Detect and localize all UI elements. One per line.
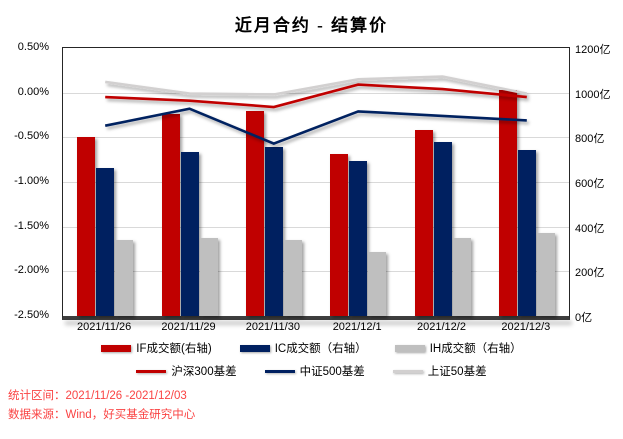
- bar-ic-2021/12/2: [433, 141, 452, 316]
- left-axis-tick: -2.00%: [14, 264, 49, 277]
- footer-data-source: 数据来源：Wind，好买基金研究中心: [8, 409, 196, 421]
- right-axis-tick: 600亿: [575, 178, 605, 190]
- footer-stat-range: 统计区间：2021/11/26 -2021/12/03: [8, 390, 187, 402]
- legend-label: IC成交额（右轴）: [274, 343, 367, 355]
- left-axis-tick: -0.50%: [14, 130, 49, 143]
- legend-label: 中证500基差: [299, 366, 365, 378]
- legend-swatch: [239, 344, 270, 352]
- x-axis-tick: 2021/11/26: [77, 321, 132, 333]
- bar-ic-2021/11/26: [96, 167, 115, 316]
- legend-row-lines: 沪深300基差 中证500基差 上证50基差: [0, 363, 623, 379]
- gridline: [63, 182, 569, 183]
- bar-ih-2021/11/29: [199, 237, 218, 316]
- left-axis-tick: -1.50%: [14, 219, 49, 232]
- legend-item: 沪深300基差: [136, 363, 237, 379]
- bar-if-2021/12/2: [414, 129, 433, 316]
- legend-swatch: [392, 369, 423, 373]
- legend-item: IC成交额（右轴）: [239, 340, 367, 356]
- bar-if-2021/12/1: [330, 154, 349, 316]
- line-layer: [104, 75, 528, 145]
- legend-label: 上证50基差: [427, 366, 487, 378]
- legend-swatch: [394, 344, 425, 352]
- bar-if-2021/11/29: [161, 113, 180, 316]
- right-axis-tick: 400亿: [575, 222, 605, 235]
- plot-area: [62, 47, 572, 325]
- x-axis-tick: 2021/11/29: [161, 321, 216, 333]
- bar-ih-2021/11/30: [283, 240, 302, 316]
- left-axis-tick: -2.50%: [14, 309, 49, 321]
- legend-swatch: [136, 369, 167, 373]
- legend-item: 中证500基差: [264, 363, 365, 379]
- bar-ic-2021/11/29: [180, 151, 199, 316]
- bar-ic-2021/12/3: [517, 149, 536, 316]
- right-axis-tick: 200亿: [575, 267, 605, 280]
- legend-label: IH成交额（右轴）: [429, 343, 522, 355]
- bar-if-2021/12/3: [498, 90, 517, 316]
- legend-item: IF成交额(右轴): [101, 340, 212, 356]
- bar-ic-2021/11/30: [264, 147, 283, 316]
- bar-if-2021/11/26: [77, 137, 96, 316]
- legend-label: IF成交额(右轴): [136, 343, 212, 355]
- bar-ih-2021/12/1: [368, 252, 387, 316]
- bar-ih-2021/11/26: [115, 240, 134, 316]
- axis-shadow: [65, 321, 572, 325]
- gridline: [63, 137, 569, 139]
- left-axis-tick: 0.50%: [17, 41, 49, 53]
- x-axis-tick: 2021/12/2: [417, 321, 466, 333]
- bar-if-2021/11/30: [245, 110, 264, 316]
- legend-swatch: [101, 344, 132, 352]
- line-上证50基差: [105, 75, 528, 96]
- line-沪深300基差: [105, 83, 527, 109]
- legend-row-bars: IF成交额(右轴) IC成交额（右轴） IH成交额（右轴）: [0, 340, 623, 356]
- gridline: [63, 226, 569, 228]
- legend-swatch: [264, 369, 295, 373]
- x-axis-tick: 2021/12/3: [501, 321, 551, 333]
- x-axis-tick: 2021/12/1: [332, 321, 382, 333]
- gridline: [63, 271, 569, 273]
- right-axis-tick: 800亿: [575, 133, 605, 146]
- right-axis-tick: 1200亿: [575, 44, 611, 56]
- legend-label: 沪深300基差: [171, 366, 237, 378]
- left-axis-tick: -1.00%: [14, 175, 49, 187]
- right-axis-tick: 0亿: [575, 312, 593, 324]
- gridline: [63, 92, 569, 94]
- bar-ih-2021/12/3: [536, 233, 555, 316]
- line-中证500基差: [104, 107, 527, 145]
- x-axis-tick: 2021/11/30: [245, 321, 300, 333]
- legend-item: IH成交额（右轴）: [394, 340, 522, 356]
- bar-ih-2021/12/2: [452, 237, 471, 316]
- left-axis-tick: 0.00%: [17, 85, 49, 98]
- right-axis-tick: 1000亿: [575, 88, 611, 101]
- bar-ic-2021/12/1: [349, 160, 368, 316]
- legend-item: 上证50基差: [392, 363, 487, 379]
- chart-title: 近月合约 - 结算价: [234, 16, 389, 35]
